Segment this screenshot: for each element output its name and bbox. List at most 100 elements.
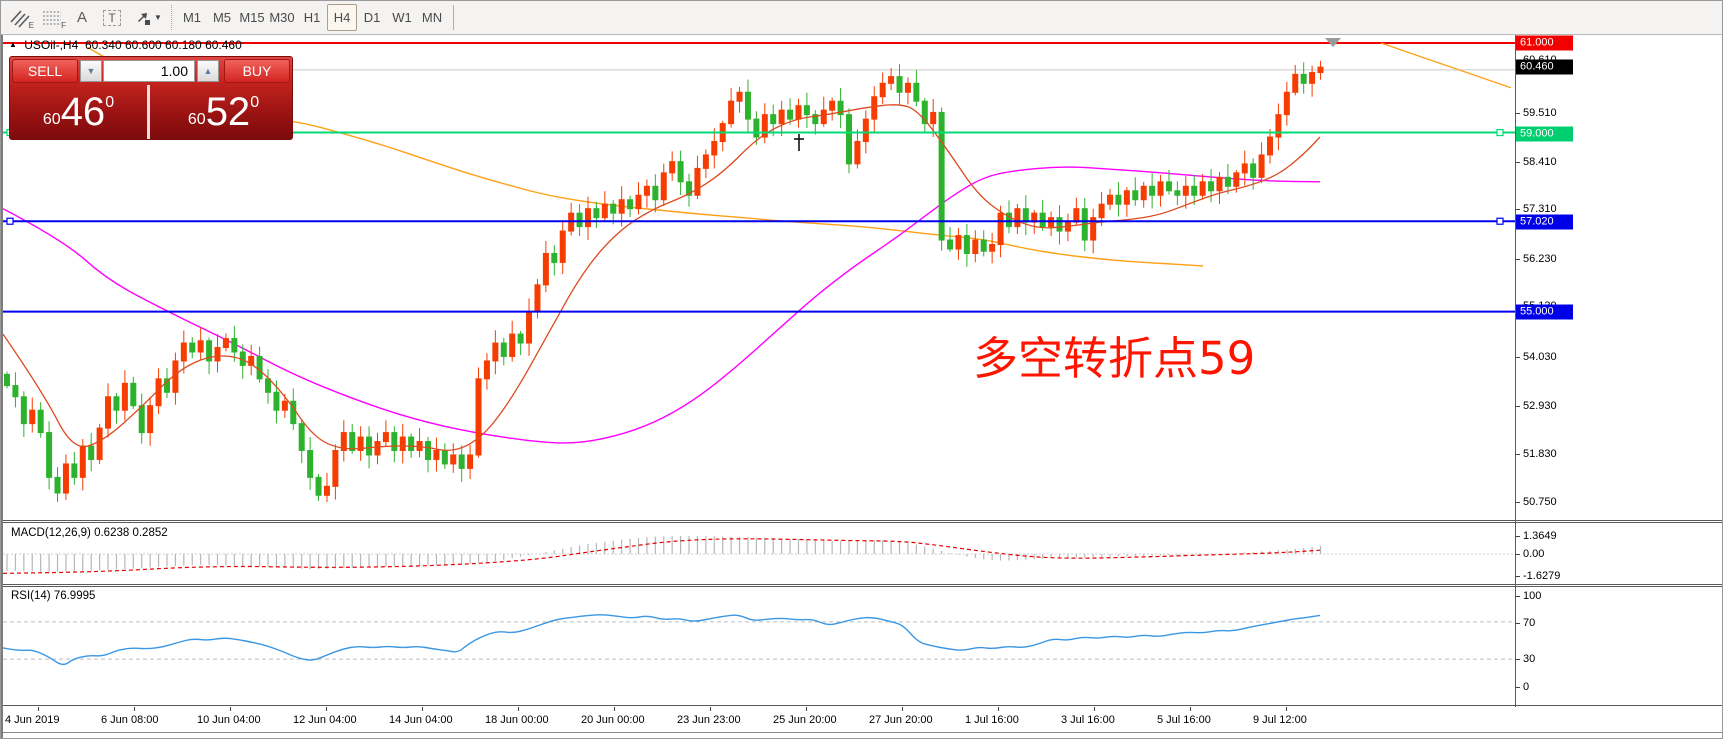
rsi-panel-separator[interactable] — [3, 584, 1722, 587]
time-axis-label: 9 Jul 12:00 — [1253, 714, 1307, 726]
macd-label: MACD(12,26,9) 0.6238 0.2852 — [11, 527, 168, 539]
time-axis-label: 6 Jun 08:00 — [101, 714, 159, 726]
sell-price-button[interactable]: 60 46 0 — [10, 85, 150, 139]
timeframe-MN[interactable]: MN — [421, 10, 443, 25]
timeframe-M15[interactable]: M15 — [239, 10, 265, 25]
price-scale-tick — [1515, 536, 1520, 537]
price-scale-tick — [1515, 623, 1520, 624]
time-axis-label: 5 Jul 16:00 — [1157, 714, 1211, 726]
price-level-badge-60.460: 60.460 — [1516, 59, 1573, 75]
volume-input[interactable] — [103, 60, 195, 82]
price-scale-label: 1.3649 — [1523, 530, 1557, 542]
price-scale-tick — [1515, 357, 1520, 358]
timeframe-D1[interactable]: D1 — [363, 10, 381, 25]
price-level-badge-61.000: 61.000 — [1516, 35, 1573, 51]
price-scale-tick — [1515, 659, 1520, 660]
sell-price-sup: 0 — [105, 94, 115, 111]
price-scale-label: 56.230 — [1523, 253, 1557, 265]
toolbar: E F A T ▼ M1 M5 M15 M30 H1 H4 D1 W1 MN — [1, 1, 1722, 35]
time-axis-tick — [134, 707, 135, 711]
time-axis-label: 1 Jul 16:00 — [965, 714, 1019, 726]
volume-increase-button[interactable]: ▲ — [197, 60, 219, 82]
sell-price-big: 46 — [60, 90, 106, 134]
time-axis-tick — [902, 707, 903, 711]
toolbar-separator — [453, 5, 454, 30]
price-scale-label: 54.030 — [1523, 351, 1557, 363]
text-label-tool-button[interactable]: T — [99, 4, 125, 31]
time-axis-tick — [38, 707, 39, 711]
rsi-label: RSI(14) 76.9995 — [11, 590, 96, 602]
sell-button[interactable]: SELL — [12, 59, 78, 83]
buy-button[interactable]: BUY — [224, 59, 290, 83]
time-axis-label: 27 Jun 20:00 — [869, 714, 933, 726]
price-scale-tick — [1515, 209, 1520, 210]
collapse-triangle-icon[interactable]: ▲ — [9, 40, 17, 49]
arrows-tool-button[interactable]: ▼ — [129, 4, 167, 31]
price-scale-tick — [1515, 576, 1520, 577]
timeframe-H1[interactable]: H1 — [303, 10, 321, 25]
buy-price-sup: 0 — [250, 94, 260, 111]
timeframe-M1[interactable]: M1 — [182, 10, 202, 25]
buy-price-big: 52 — [205, 90, 251, 134]
equidistant-channel-tool-button[interactable]: E — [5, 4, 35, 31]
time-axis-tick — [1190, 707, 1191, 711]
time-axis-label: 3 Jul 16:00 — [1061, 714, 1115, 726]
price-level-badge-57.020: 57.020 — [1516, 214, 1573, 230]
chart-canvas[interactable] — [3, 37, 1515, 707]
buy-price-prefix: 60 — [187, 111, 206, 128]
text-label-tool-icon: T — [103, 9, 121, 26]
fibonacci-tool-icon — [43, 11, 61, 24]
chart-header: ▲ USOil-,H4 60.340 60.600 60.180 60.460 — [9, 38, 242, 52]
text-tool-button[interactable]: A — [69, 4, 95, 31]
timeframe-M30[interactable]: M30 — [269, 10, 295, 25]
time-axis-tick — [422, 707, 423, 711]
price-scale-tick — [1515, 687, 1520, 688]
time-axis-tick — [998, 707, 999, 711]
time-axis[interactable]: 4 Jun 2019 6 Jun 08:00 10 Jun 04:00 12 Jun … — [3, 707, 1722, 732]
price-scale-label: -1.6279 — [1523, 570, 1561, 582]
price-scale-label: 59.510 — [1523, 107, 1557, 119]
time-axis-tick — [614, 707, 615, 711]
price-scale-tick — [1515, 113, 1520, 114]
price-scale-label: 58.410 — [1523, 156, 1557, 168]
time-axis-label: 18 Jun 00:00 — [485, 714, 549, 726]
time-axis-label: 14 Jun 04:00 — [389, 714, 453, 726]
time-axis-tick — [326, 707, 327, 711]
price-scale-tick — [1515, 259, 1520, 260]
price-level-badge-55.000: 55.000 — [1516, 304, 1573, 320]
toolbar-separator — [171, 5, 172, 30]
price-scale-label: 51.830 — [1523, 448, 1557, 460]
price-scale-tick — [1515, 406, 1520, 407]
timeframe-H4[interactable]: H4 — [327, 4, 357, 31]
chart-text-annotation: 多空转折点59 — [973, 332, 1256, 385]
arrows-tool-icon — [138, 12, 151, 25]
price-scale-tick — [1515, 454, 1520, 455]
chart-window: ▲ USOil-,H4 60.340 60.600 60.180 60.460 … — [1, 35, 1722, 738]
price-scale-tick — [1515, 554, 1520, 555]
price-level-badge-59.000: 59.000 — [1516, 126, 1573, 142]
timeframe-W1[interactable]: W1 — [392, 10, 412, 25]
symbol-period-label: USOil-,H4 — [24, 38, 79, 52]
price-scale-label: 0 — [1523, 681, 1530, 693]
bottom-strip — [3, 732, 1722, 738]
fibonacci-tool-button[interactable]: F — [37, 4, 67, 31]
time-axis-tick — [1286, 707, 1287, 711]
axis-separator — [3, 705, 1722, 707]
volume-decrease-button[interactable]: ▼ — [80, 60, 102, 82]
sell-price-prefix: 60 — [42, 111, 61, 128]
time-axis-tick — [710, 707, 711, 711]
price-scale-tick — [1515, 162, 1520, 163]
price-scale-tick — [1515, 596, 1520, 597]
price-scale-tick — [1515, 502, 1520, 503]
time-axis-tick — [230, 707, 231, 711]
timeframe-M5[interactable]: M5 — [212, 10, 232, 25]
macd-panel-separator[interactable] — [3, 520, 1722, 523]
time-axis-tick — [1094, 707, 1095, 711]
time-axis-tick — [806, 707, 807, 711]
buy-price-button[interactable]: 60 52 0 — [153, 85, 294, 139]
price-scale-separator — [1515, 35, 1516, 732]
time-axis-tick — [518, 707, 519, 711]
time-axis-label: 20 Jun 00:00 — [581, 714, 645, 726]
time-axis-label: 23 Jun 23:00 — [677, 714, 741, 726]
